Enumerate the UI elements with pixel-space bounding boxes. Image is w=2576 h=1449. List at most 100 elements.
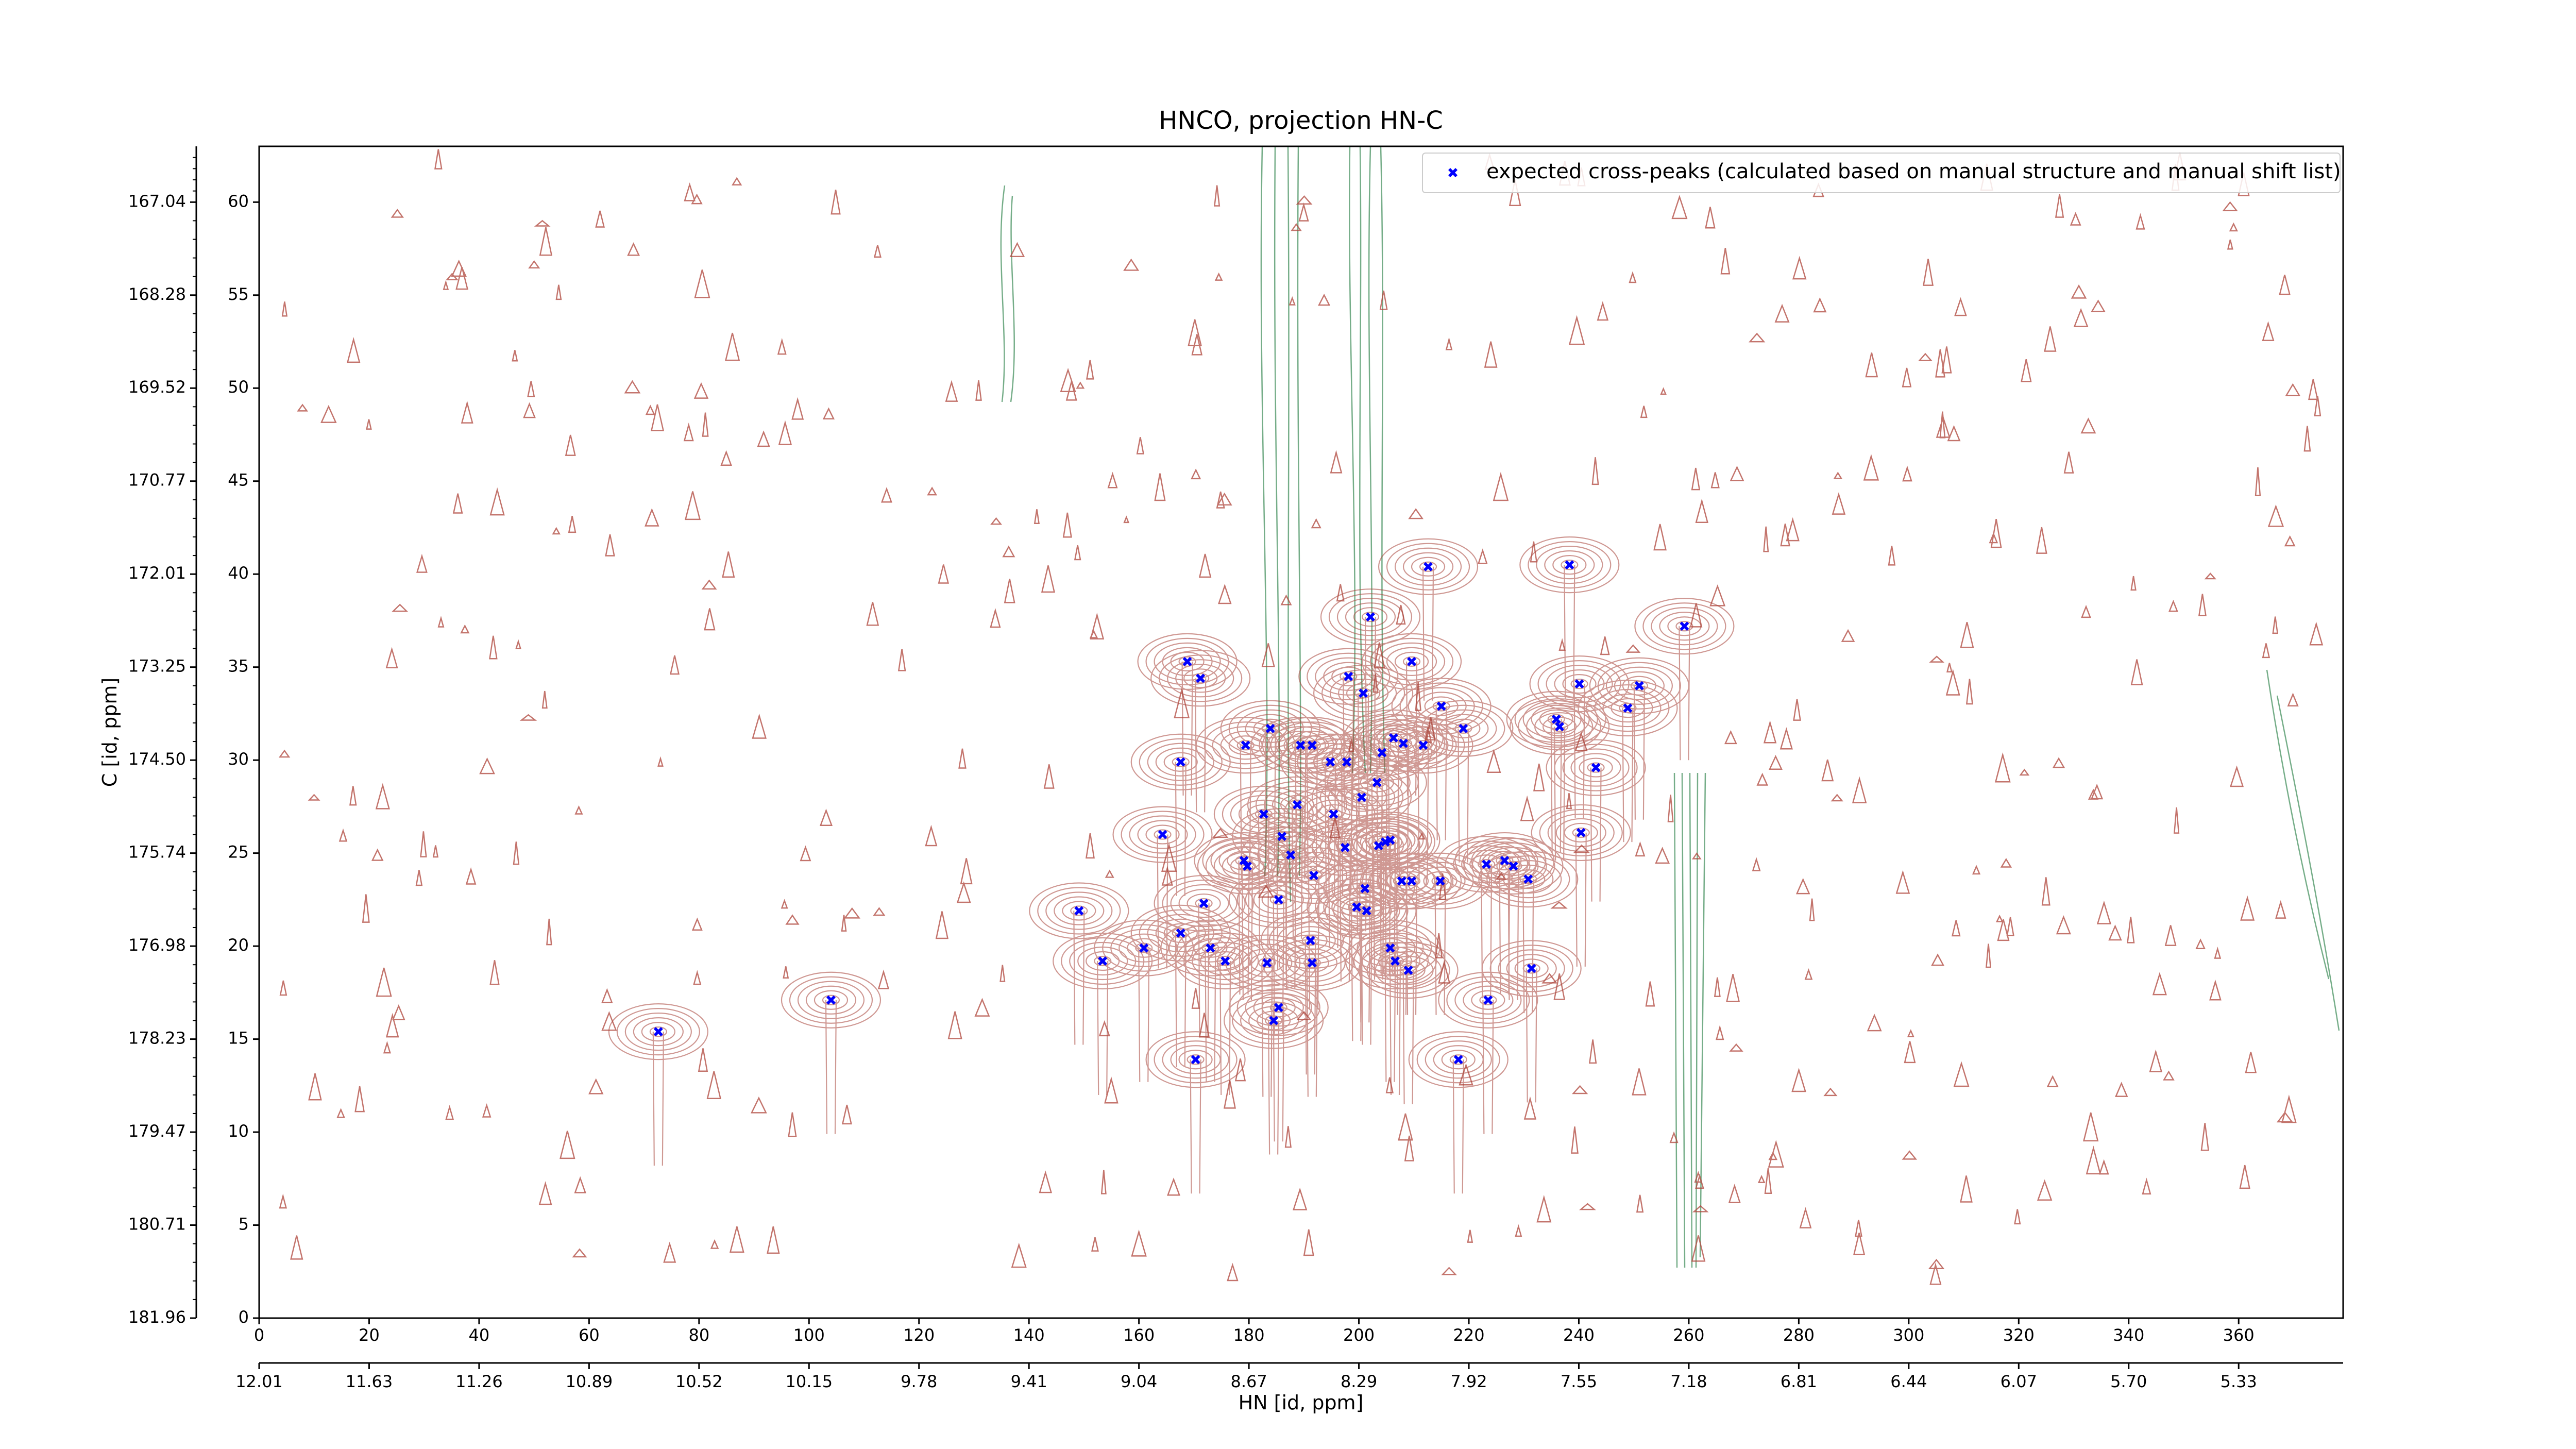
noise-contour [2055,194,2064,218]
noise-contour [2227,239,2233,250]
noise-contour [1550,901,1568,909]
noise-contour [627,242,640,256]
noise-contour [702,412,709,437]
y-tick-label: 15 [228,1029,249,1048]
noise-contour [1033,509,1040,525]
noise-contour [489,635,498,660]
noise-contour [1284,1126,1292,1148]
peak-marker [1176,757,1185,767]
contour-ring [1446,718,1481,738]
noise-contour [691,917,703,931]
contour-tail [1405,881,1418,1015]
peak-marker [1623,703,1633,713]
noise-contour [1792,256,1807,280]
legend: expected cross-peaks (calculated based o… [1422,153,2341,193]
plot-frame [258,145,2344,1319]
contour-ring [1358,905,1376,916]
peak-marker [1385,835,1395,845]
x-tick-label: 300 [1893,1325,1924,1345]
peak-marker [1139,943,1149,953]
peak-marker [1196,673,1206,683]
peak-marker [1523,874,1533,884]
noise-contour [376,967,392,997]
noise-contour [2204,572,2216,580]
noise-contour [877,969,890,989]
x-tick-label: 180 [1233,1325,1265,1345]
contour-ring [1162,647,1213,676]
contour-ring [1394,547,1462,586]
contour-ring [1651,607,1718,646]
noise-contour [1813,297,1827,313]
peak-marker [1293,800,1302,810]
noise-contour [2168,599,2178,612]
noise-contour [843,907,861,919]
contour-ring [797,981,865,1019]
y-tick-label: 55 [228,284,249,304]
contour-ring [1378,538,1479,595]
noise-contour [2262,321,2275,341]
noise-contour [1632,1068,1647,1096]
peak-marker [1342,757,1352,767]
noise-contour [366,419,372,430]
noise-contour [2056,915,2071,935]
contour-ring [1250,717,1351,774]
noise-contour [777,338,787,355]
plot-area [653,560,1689,1065]
noise-contour [443,280,449,290]
noise-contour [1486,749,1501,773]
x-tick-label: 0 [254,1325,264,1345]
noise-contour [2245,1052,2257,1073]
contour-tail [1097,961,1109,1095]
contour-ring [1570,679,1588,689]
contour-ring [1373,830,1408,850]
noise-contour [1062,512,1072,538]
noise-contour [1907,1029,1914,1038]
y-tick-label: 25 [228,843,249,862]
contour-tail [1507,866,1519,1000]
contour-ring [1308,799,1359,829]
noise-contour [1214,272,1223,281]
contour-ring [1147,743,1214,781]
peak-marker [1680,621,1689,631]
noise-contour [1086,360,1094,380]
noise-contour [722,551,735,578]
x2-tick-label: 9.41 [1011,1372,1047,1391]
contour-ring [1340,812,1440,869]
noise-contour [1441,1267,1457,1275]
contour-ring [1399,682,1483,730]
noise-contour [1936,415,1951,438]
contour-ring [641,1022,675,1042]
noise-contour [1191,468,1201,480]
noise-contour [650,404,665,431]
noise-contour [1768,1151,1778,1160]
noise-contour [1809,898,1815,921]
noise-contour [1935,349,1945,378]
y2-tick-label: 168.28 [128,284,186,304]
contour-ring [1269,1002,1287,1013]
noise-contour [1085,833,1095,859]
noise-contour [2198,594,2207,616]
contour-ring [1438,714,1489,743]
contour-ring [1441,1050,1476,1070]
noise-contour [1997,919,2010,941]
noise-contour [2195,938,2206,950]
noise-contour [605,534,615,557]
noise-contour [1636,1194,1644,1213]
noise-contour [1107,471,1118,488]
noise-contour [783,966,789,979]
noise-contour [1566,793,1572,810]
noise-contour [1823,1087,1838,1097]
noise-contour [523,402,536,418]
contour-layer [278,146,2340,1285]
noise-contour [788,1112,797,1137]
contour-ring [1536,546,1603,584]
noise-contour [960,858,973,885]
x-tick-label: 140 [1013,1325,1045,1345]
peak-marker [1176,928,1185,938]
noise-contour [455,267,469,290]
noise-contour [710,1239,719,1249]
noise-contour [1635,841,1646,857]
green-streak [2266,669,2340,1031]
noise-contour [2230,765,2244,787]
noise-contour [1728,1184,1741,1203]
